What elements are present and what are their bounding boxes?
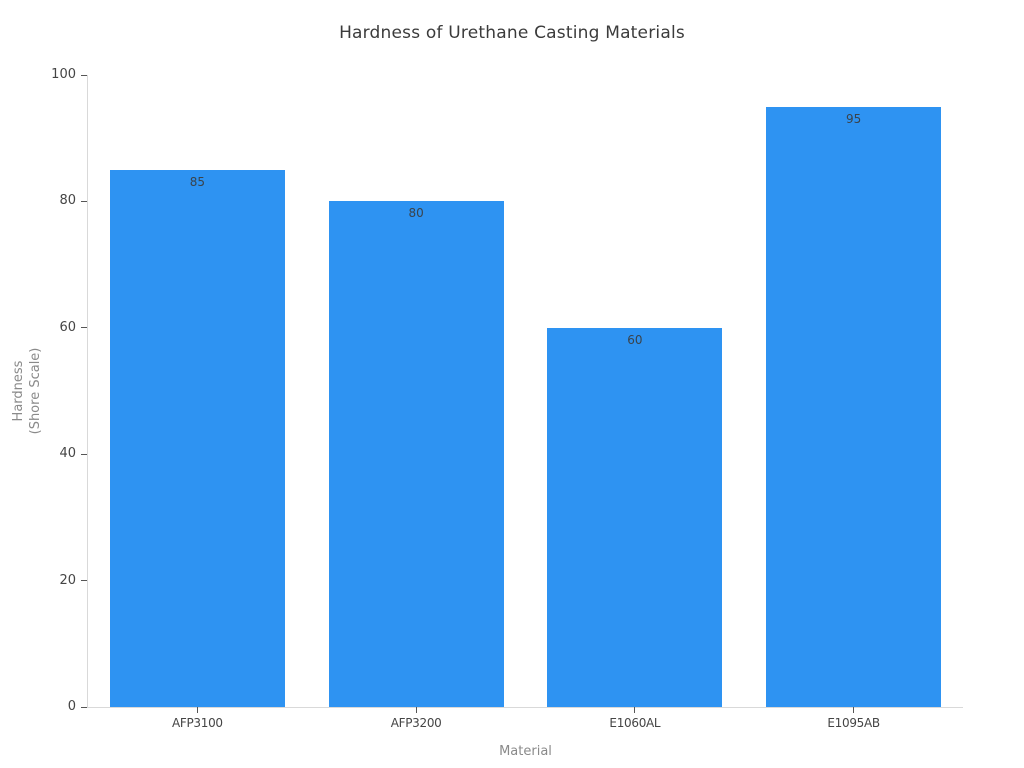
chart-title: Hardness of Urethane Casting Materials	[339, 23, 685, 43]
x-axis-line	[87, 707, 963, 708]
bar-value-label: 85	[189, 174, 206, 189]
y-tick-label: 40	[59, 446, 76, 462]
y-tick-mark	[81, 327, 87, 329]
x-tick-mark	[853, 707, 855, 713]
x-tick-label: AFP3100	[171, 716, 223, 730]
bar-afp3200	[328, 201, 504, 707]
bar-afp3100	[109, 169, 285, 707]
y-axis-title: Hardness (Shore Scale)	[10, 348, 44, 435]
y-axis-line	[87, 75, 88, 707]
x-tick-mark	[196, 707, 198, 713]
y-axis-title-line2: (Shore Scale)	[28, 347, 43, 435]
y-tick-mark	[81, 74, 87, 76]
x-tick-label: E1095AB	[827, 716, 880, 730]
y-tick-label: 80	[59, 193, 76, 209]
y-tick-mark	[81, 706, 87, 708]
x-axis-title: Material	[499, 744, 552, 759]
plot-area: 0 20 40 60 80 100 85 80 60 95 AFP3100 AFP3200 E106…	[51, 67, 963, 730]
x-tick-mark	[634, 707, 636, 713]
bar-value-label: 80	[408, 206, 424, 221]
x-tick-label: E1060AL	[609, 716, 661, 730]
bar-e1095ab	[766, 106, 942, 707]
y-tick-mark	[81, 200, 87, 202]
y-tick-mark	[81, 453, 87, 455]
y-axis-title-line1: Hardness	[11, 360, 26, 422]
y-tick-label: 60	[59, 319, 76, 335]
x-tick-mark	[415, 707, 417, 713]
y-tick-label: 0	[67, 699, 76, 714]
y-tick-label: 100	[51, 67, 76, 82]
x-tick-label: AFP3200	[390, 716, 442, 730]
bar-value-label: 60	[627, 332, 643, 347]
y-tick-label: 20	[59, 572, 76, 588]
bar-value-label: 95	[845, 111, 862, 126]
y-tick-mark	[81, 580, 87, 582]
bar-e1060al	[547, 327, 723, 707]
